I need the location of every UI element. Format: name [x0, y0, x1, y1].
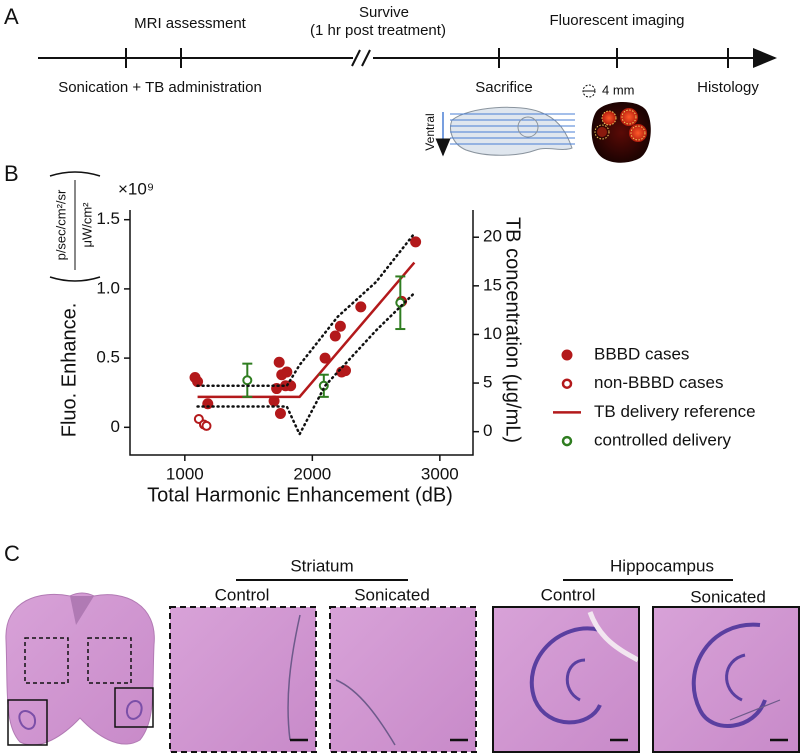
point	[202, 398, 214, 410]
y2-tick-label: 5	[483, 373, 492, 392]
x-tick-label: 3000	[421, 464, 459, 483]
point	[319, 352, 331, 364]
point	[334, 320, 346, 332]
legend-swatch	[561, 435, 573, 447]
histology-image	[652, 606, 800, 753]
step-label: Fluorescent imaging	[549, 12, 684, 29]
y-tick-label: 0	[111, 417, 120, 436]
y-axis-label: Fluo. Enhance.	[58, 303, 80, 438]
y2-axis-label: TB concentration (μg/mL)	[502, 217, 524, 443]
histology-image	[492, 606, 640, 753]
y-unit-numerator: p/sec/cm²/sr	[53, 189, 68, 260]
legend-swatch	[561, 349, 573, 361]
band-line	[196, 291, 416, 438]
panel-label: C	[4, 541, 20, 566]
y-tick-label: 0.5	[96, 348, 120, 367]
legend-label: non-BBBD cases	[594, 373, 723, 392]
y-tick-label: 1.5	[96, 209, 120, 228]
histology-image	[329, 606, 477, 753]
point	[273, 356, 285, 368]
point	[281, 366, 293, 378]
step-label: Sonication + TB administration	[58, 79, 262, 96]
y2-tick-label: 15	[483, 275, 502, 294]
region-label: Striatum	[290, 556, 353, 575]
panel-b: B ×10⁹ Fluo. Enhance. p/sec/cm²/sr μW/cm…	[4, 161, 756, 506]
panel-label: A	[4, 4, 19, 29]
y-unit-denominator: μW/cm²	[79, 202, 94, 248]
point	[242, 375, 253, 386]
y2-tick-label: 0	[483, 421, 492, 440]
y-tick-label: 1.0	[96, 278, 120, 297]
panel-c: C Striatum Hippocampus Control Sonicated…	[4, 541, 800, 753]
legend-label: BBBD cases	[594, 344, 689, 363]
image-label: Control	[541, 585, 596, 604]
step-label: MRI assessment	[134, 15, 247, 32]
step-label: Sacrifice	[475, 79, 533, 96]
timeline-ticks	[125, 48, 729, 68]
reference-line	[197, 261, 416, 399]
x-tick-label: 1000	[166, 464, 204, 483]
break-mark	[351, 49, 371, 67]
point	[355, 301, 367, 313]
y2-tick-label: 10	[483, 324, 502, 343]
y2-tick-label: 20	[483, 227, 502, 246]
bracket	[49, 276, 101, 282]
x-axis-label: Total Harmonic Enhancement (dB)	[147, 484, 453, 506]
x-tick-label: 2000	[293, 464, 331, 483]
panel-label: B	[4, 161, 19, 186]
region-label: Hippocampus	[610, 556, 714, 575]
axis-frame	[129, 210, 474, 456]
step-note: (1 hr post treatment)	[310, 22, 446, 39]
band-line	[196, 232, 416, 388]
point	[329, 330, 341, 342]
panel-a: A MRI assessment Survive (1 hr post trea…	[4, 4, 777, 163]
orientation-label: Ventral	[423, 113, 437, 150]
image-label: Control	[215, 585, 270, 604]
legend-label: TB delivery reference	[594, 402, 756, 421]
fluorescence-image	[591, 101, 651, 163]
scale-label: 4 mm	[602, 82, 635, 97]
point	[201, 420, 212, 431]
point	[410, 236, 422, 248]
image-label: Sonicated	[690, 587, 766, 606]
legend-swatch	[561, 378, 573, 389]
brain-section	[5, 592, 155, 746]
step-label: Survive	[359, 4, 409, 21]
bracket	[49, 171, 101, 177]
image-label: Sonicated	[354, 585, 430, 604]
step-label: Histology	[697, 79, 759, 96]
point	[274, 407, 286, 419]
histology-image	[169, 606, 317, 753]
legend-label: controlled delivery	[594, 431, 732, 450]
y-multiplier: ×10⁹	[118, 179, 154, 198]
brain-sketch	[450, 106, 575, 156]
